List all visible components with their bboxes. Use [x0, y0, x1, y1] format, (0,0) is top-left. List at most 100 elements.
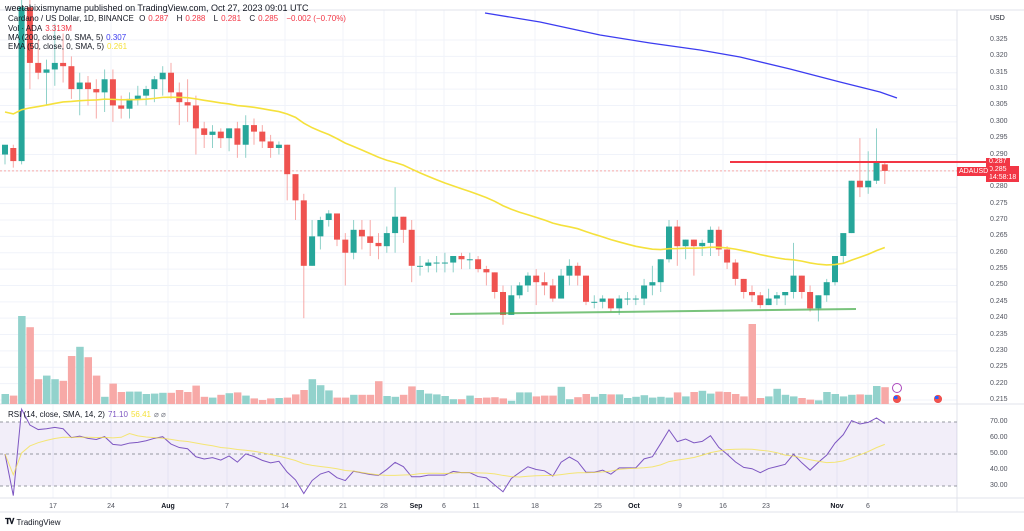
volume-label[interactable]: Vol · ADA	[8, 24, 43, 33]
support-line	[449, 308, 857, 315]
volume-bar	[474, 398, 483, 404]
candle-down	[500, 291, 506, 315]
candle-up	[815, 295, 822, 309]
candle-up	[450, 255, 457, 263]
candle-up	[832, 255, 838, 283]
candle-down	[192, 105, 199, 129]
candle-up	[433, 262, 440, 264]
price-tick-label: 0.310	[990, 85, 1008, 93]
currency-label[interactable]: USD	[990, 15, 1005, 22]
candle-down	[184, 102, 191, 106]
candle-down	[10, 147, 17, 162]
time-tick-label: 16	[719, 503, 727, 510]
rsi-tick-label: 50.00	[990, 450, 1008, 457]
candle-up	[209, 131, 216, 135]
volume-bar	[325, 390, 333, 404]
volume-bar	[748, 324, 756, 404]
rsi-value: 71.10	[107, 410, 128, 419]
volume-bar	[881, 387, 889, 404]
symbol-name[interactable]: Cardano / US Dollar, 1D, BINANCE	[8, 14, 134, 23]
candle-down	[118, 105, 125, 109]
volume-bar	[308, 379, 317, 404]
candle-down	[856, 180, 863, 188]
volume-bar	[275, 398, 283, 404]
volume-bar	[258, 400, 267, 404]
candle-up	[417, 265, 423, 267]
volume-bar	[375, 381, 383, 404]
volume-bar	[532, 396, 541, 404]
volume-bar	[134, 391, 142, 404]
volume-bar	[624, 398, 632, 404]
candle-down	[690, 239, 697, 247]
price-tick-label: 0.265	[990, 232, 1008, 240]
candle-up	[840, 233, 847, 256]
volume-bar	[482, 397, 491, 404]
candle-down	[574, 265, 581, 276]
candle-up	[699, 242, 706, 247]
volume-bar	[790, 396, 798, 404]
volume-bar	[507, 400, 516, 404]
time-tick-label: 25	[594, 503, 602, 510]
tradingview-logo[interactable]: 𝐓𝐕 TradingView	[5, 517, 61, 527]
volume-bar	[723, 392, 732, 404]
candle-up	[682, 239, 689, 247]
price-tick-label: 0.305	[990, 101, 1008, 109]
candle-down	[583, 275, 589, 302]
ema-label[interactable]: EMA (50, close, 0, SMA, 5)	[8, 42, 105, 51]
volume-bar	[117, 392, 126, 404]
time-tick-label: 23	[762, 503, 770, 510]
ma-label[interactable]: MA (200, close, 0, SMA, 5)	[8, 33, 104, 42]
candle-down	[267, 141, 274, 148]
volume-bar	[350, 394, 358, 404]
candle-down	[85, 82, 91, 90]
volume-bar	[632, 396, 640, 404]
volume-bar	[51, 379, 59, 404]
volume-bar	[707, 393, 715, 404]
time-tick-label: Sep	[409, 503, 423, 510]
candle-down	[533, 275, 540, 283]
candle-up	[591, 301, 598, 303]
volume-bar	[499, 398, 507, 404]
candle-down	[375, 242, 382, 247]
volume-bar	[856, 394, 864, 404]
candle-down	[724, 249, 731, 263]
time-tick-label: 11	[472, 503, 480, 510]
volume-bar	[150, 393, 159, 404]
rsi-ma-value: 56.41	[130, 410, 151, 419]
rsi-tick-label: 30.00	[990, 482, 1008, 489]
volume-bar	[225, 393, 234, 404]
volume-bar	[599, 394, 607, 404]
candle-down	[483, 269, 490, 273]
hidden-icons[interactable]: ⌀ ⌀	[154, 410, 166, 419]
candle-down	[674, 226, 681, 247]
price-tick-label: 0.275	[990, 199, 1008, 207]
volume-bar	[873, 386, 881, 404]
candle-up	[649, 282, 656, 286]
price-tick-label: 0.230	[990, 346, 1008, 354]
candle-down	[201, 128, 208, 135]
volume-bar	[391, 396, 400, 404]
candle-down	[234, 128, 241, 145]
volume-bar	[557, 386, 566, 404]
candle-up	[566, 265, 573, 276]
candle-up	[126, 98, 133, 109]
candle-down	[292, 174, 299, 201]
volume-bar	[466, 395, 474, 404]
volume-bar	[341, 397, 350, 404]
volume-bar	[665, 397, 673, 404]
candle-up	[516, 285, 523, 296]
volume-bar	[84, 357, 92, 404]
candle-down	[732, 262, 739, 279]
rsi-label[interactable]: RSI (14, close, SMA, 14, 2)	[8, 410, 105, 419]
price-tick-label: 0.270	[990, 215, 1008, 223]
candle-up	[508, 295, 515, 315]
candle-down	[367, 236, 374, 243]
volume-bar	[292, 394, 300, 404]
volume-bar	[217, 394, 225, 404]
candle-down	[798, 275, 805, 292]
price-tick-label: 0.220	[990, 379, 1008, 387]
candle-down	[35, 62, 42, 73]
ma-legend: MA (200, close, 0, SMA, 5) 0.307	[8, 33, 129, 42]
high-value: 0.288	[185, 14, 206, 23]
